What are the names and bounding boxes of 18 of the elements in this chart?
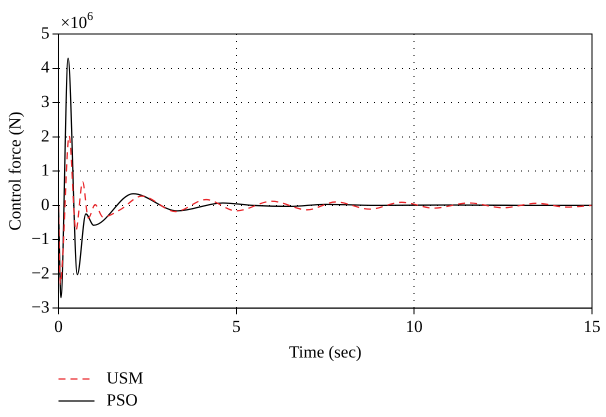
y-tick-label: 3 bbox=[40, 92, 50, 112]
x-tick-label: 10 bbox=[406, 316, 423, 336]
legend-label: PSO bbox=[106, 390, 138, 410]
y-tick-label: 5 bbox=[40, 23, 50, 42]
y-tick-label: 4 bbox=[40, 58, 50, 77]
y-tick-label: −3 bbox=[31, 298, 50, 317]
y-tick-label: 0 bbox=[40, 194, 50, 214]
y-tick-label: −2 bbox=[31, 263, 50, 282]
line-series bbox=[58, 135, 592, 285]
y-axis-title: Control force (N) bbox=[6, 112, 25, 231]
legend-label: USM bbox=[106, 368, 144, 388]
x-axis-title: Time (sec) bbox=[288, 342, 362, 362]
x-tick-label: 5 bbox=[232, 316, 241, 336]
y-tick-label: −1 bbox=[31, 229, 50, 248]
y-tick-label: 2 bbox=[40, 126, 50, 146]
x-tick-label: 15 bbox=[584, 316, 600, 336]
x-tick-label: 0 bbox=[54, 316, 63, 336]
y-tick-label: 1 bbox=[40, 160, 50, 180]
